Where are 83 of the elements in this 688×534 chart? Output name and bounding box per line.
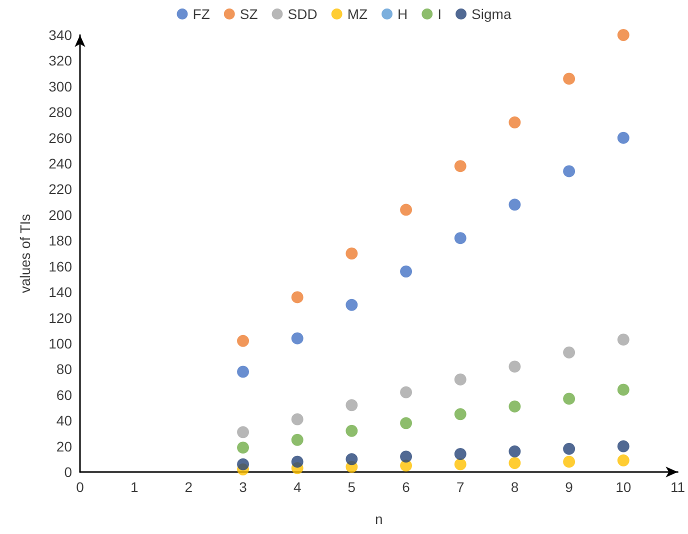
point	[617, 334, 630, 346]
x-tick-label: 4	[293, 479, 302, 495]
x-tick-label: 0	[76, 479, 84, 495]
point	[400, 417, 412, 430]
point	[346, 424, 358, 437]
legend-label: SDD	[288, 6, 318, 22]
x-tick-label: 2	[184, 479, 193, 495]
legend-label: MZ	[347, 6, 368, 22]
x-axis-title: n	[374, 511, 383, 527]
y-tick-label: 40	[56, 412, 72, 429]
y-tick-label: 200	[48, 206, 72, 223]
legend-label: H	[398, 6, 408, 22]
point	[617, 132, 630, 144]
point	[237, 458, 250, 470]
y-tick-label: 280	[48, 104, 72, 120]
point	[291, 456, 304, 468]
y-tick-label: 20	[56, 438, 72, 454]
point	[617, 454, 630, 466]
point	[454, 160, 466, 172]
x-tick-label: 11	[670, 479, 686, 495]
point	[563, 346, 576, 358]
point	[563, 442, 576, 455]
point	[454, 458, 466, 470]
point	[563, 165, 576, 178]
x-tick-label: 7	[456, 479, 464, 495]
x-tick-label: 5	[348, 479, 356, 495]
point	[508, 198, 521, 211]
point	[237, 366, 250, 378]
point	[454, 232, 466, 244]
point	[508, 360, 521, 373]
x-tick-label: 1	[130, 479, 138, 495]
point	[346, 248, 358, 260]
point	[291, 291, 304, 304]
y-tick-label: 0	[64, 464, 72, 480]
y-tick-label: 60	[56, 386, 72, 403]
y-tick-label: 80	[56, 361, 72, 378]
point	[291, 434, 304, 446]
point	[454, 448, 466, 460]
point	[563, 72, 576, 85]
point	[237, 442, 250, 454]
x-tick-label: 8	[510, 479, 519, 495]
point	[563, 392, 576, 405]
y-tick-label: 120	[48, 310, 72, 326]
legend-label: I	[438, 6, 442, 22]
point	[346, 298, 358, 311]
point	[291, 332, 304, 344]
point	[400, 450, 412, 463]
y-tick-label: 340	[48, 27, 72, 43]
legend-label: FZ	[192, 6, 210, 22]
legend-label: Sigma	[472, 6, 512, 22]
legend-label: SZ	[240, 6, 258, 22]
point	[400, 386, 412, 398]
y-tick-label: 320	[48, 52, 72, 69]
point	[454, 408, 466, 420]
y-tick-label: 160	[48, 258, 72, 274]
y-axis-title: values of TIs	[17, 214, 33, 294]
point	[237, 334, 250, 347]
y-tick-label: 220	[48, 181, 72, 198]
x-tick-label: 9	[565, 479, 574, 495]
point	[508, 457, 521, 469]
point	[508, 116, 521, 128]
y-tick-label: 180	[48, 232, 72, 249]
y-tick-label: 140	[48, 284, 72, 300]
point	[237, 426, 250, 438]
point	[563, 456, 576, 468]
point	[346, 453, 358, 466]
point	[346, 399, 358, 412]
x-tick-label: 10	[616, 479, 632, 495]
point	[454, 373, 466, 386]
point	[291, 413, 304, 426]
point	[617, 384, 630, 396]
x-tick-label: 6	[402, 479, 410, 495]
point	[617, 440, 630, 452]
y-tick-label: 100	[48, 335, 72, 352]
point	[400, 204, 412, 216]
y-tick-label: 300	[48, 78, 72, 94]
point	[508, 400, 521, 412]
point	[508, 445, 521, 458]
point	[400, 265, 412, 278]
y-tick-label: 260	[48, 130, 72, 146]
x-tick-label: 3	[239, 479, 248, 495]
point	[617, 29, 630, 41]
y-tick-label: 240	[48, 156, 72, 172]
